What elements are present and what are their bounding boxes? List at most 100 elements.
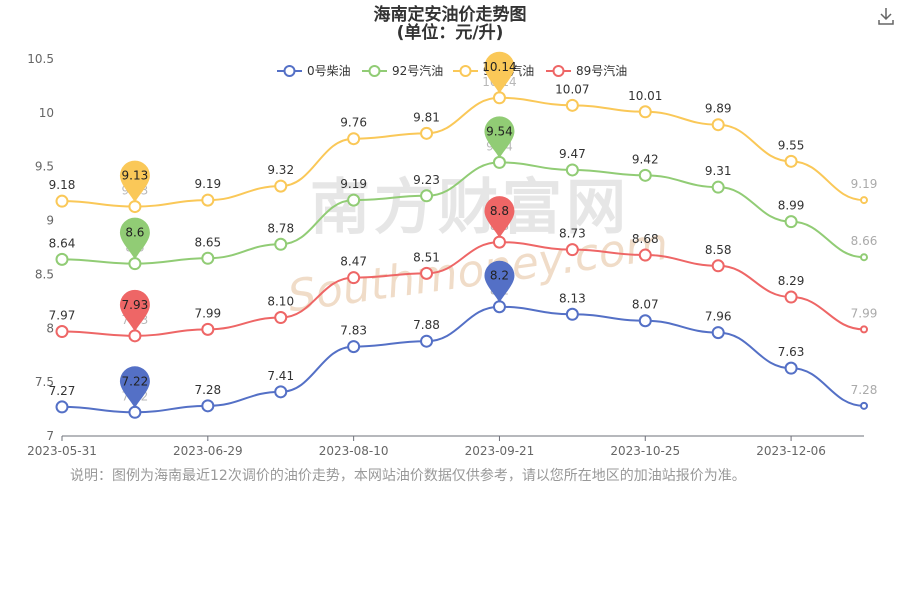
data-label: 8.51 [413, 250, 440, 264]
data-point[interactable] [860, 253, 868, 262]
legend-label: 0号柴油 [307, 64, 351, 78]
data-point[interactable] [784, 154, 798, 168]
data-label: 9.23 [413, 173, 440, 187]
data-point[interactable] [420, 126, 434, 140]
data-point[interactable] [274, 311, 288, 325]
marker-pin[interactable]: 7.22 [119, 366, 150, 409]
marker-pin-label: 7.22 [122, 374, 149, 388]
marker-pin-label: 8.2 [490, 269, 509, 283]
data-point[interactable] [711, 259, 725, 273]
y-tick-label: 9 [46, 214, 54, 228]
legend-marker [459, 65, 472, 77]
data-point[interactable] [784, 361, 798, 375]
data-point[interactable] [638, 248, 652, 262]
data-point[interactable] [128, 257, 142, 271]
data-point[interactable] [55, 252, 69, 266]
data-label: 8.13 [559, 291, 586, 305]
data-point[interactable] [784, 290, 798, 304]
y-tick-label: 7 [46, 429, 54, 443]
x-tick-label: 2023-08-10 [319, 444, 389, 458]
data-point[interactable] [347, 132, 361, 146]
data-point[interactable] [711, 326, 725, 340]
data-point[interactable] [274, 237, 288, 251]
data-point[interactable] [347, 340, 361, 354]
data-point[interactable] [274, 179, 288, 193]
data-label: 7.83 [340, 324, 367, 338]
marker-pin[interactable]: 9.13 [119, 160, 150, 203]
data-point[interactable] [492, 155, 506, 169]
data-point[interactable] [860, 401, 868, 410]
data-label: 9.42 [632, 152, 659, 166]
watermark-cn: 南方财富网 [310, 173, 630, 243]
data-point[interactable] [860, 196, 868, 205]
data-point[interactable] [55, 325, 69, 339]
data-point[interactable] [565, 243, 579, 257]
marker-pin[interactable]: 8.2 [484, 260, 515, 303]
data-label: 8.07 [632, 298, 659, 312]
x-tick-label: 2023-09-21 [465, 444, 535, 458]
data-point[interactable] [565, 307, 579, 321]
legend-marker [552, 65, 565, 77]
marker-pin[interactable]: 7.93 [119, 289, 150, 332]
data-point[interactable] [128, 329, 142, 343]
marker-pin[interactable]: 8.8 [484, 196, 515, 239]
data-point[interactable] [565, 98, 579, 112]
data-point[interactable] [201, 322, 215, 336]
data-label: 8.66 [851, 234, 878, 248]
download-icon[interactable] [877, 6, 895, 26]
data-label: 8.10 [267, 295, 294, 309]
data-point[interactable] [274, 385, 288, 399]
series-line [61, 305, 865, 414]
data-point[interactable] [638, 105, 652, 119]
data-point[interactable] [128, 200, 142, 214]
data-label: 10.07 [555, 82, 589, 96]
legend-item[interactable]: 92号汽油 [362, 63, 443, 78]
data-point[interactable] [128, 405, 142, 419]
data-label: 10.01 [628, 89, 662, 103]
data-point[interactable] [860, 325, 868, 334]
series-3: 7.977.937.998.108.478.518.88.738.688.588… [49, 196, 877, 343]
data-point[interactable] [55, 194, 69, 208]
data-point[interactable] [201, 399, 215, 413]
data-label: 9.19 [194, 177, 221, 191]
data-point[interactable] [55, 400, 69, 414]
chart-subtitle: (单位：元/升) [397, 22, 504, 43]
data-label: 9.76 [340, 116, 367, 130]
data-point[interactable] [784, 215, 798, 229]
data-label: 8.47 [340, 255, 367, 269]
chart-title: 海南定安油价走势图 [374, 4, 527, 25]
data-label: 9.18 [49, 178, 76, 192]
data-point[interactable] [492, 300, 506, 314]
data-label: 9.55 [778, 138, 805, 152]
data-label: 9.89 [705, 102, 732, 116]
data-point[interactable] [492, 91, 506, 105]
data-label: 8.65 [194, 235, 221, 249]
marker-pin[interactable]: 8.6 [119, 217, 150, 260]
data-point[interactable] [565, 163, 579, 177]
data-point[interactable] [201, 193, 215, 207]
marker-pin-shape [484, 116, 515, 159]
marker-pin[interactable]: 10.14 [482, 51, 517, 94]
data-point[interactable] [420, 334, 434, 348]
data-point[interactable] [711, 118, 725, 132]
data-point[interactable] [638, 314, 652, 328]
data-point[interactable] [347, 193, 361, 207]
x-tick-label: 2023-06-29 [173, 444, 243, 458]
data-point[interactable] [492, 235, 506, 249]
data-point[interactable] [347, 271, 361, 285]
data-label: 7.27 [49, 384, 76, 398]
data-point[interactable] [711, 180, 725, 194]
plot-area: 7.27 7.22 7.28 7.41 7.83 7.88 8.2 8.13 8.07 7.96 7… [49, 51, 878, 419]
data-point[interactable] [201, 251, 215, 265]
marker-pin[interactable]: 9.54 [484, 116, 515, 159]
x-tick-label: 2023-05-31 [27, 444, 97, 458]
data-point[interactable] [638, 168, 652, 182]
data-label: 7.28 [851, 383, 878, 397]
data-label: 9.31 [705, 164, 732, 178]
data-label: 8.99 [778, 199, 805, 213]
data-label: 7.41 [267, 369, 294, 383]
data-point[interactable] [420, 266, 434, 280]
legend-item[interactable]: 0号柴油 [277, 64, 351, 78]
data-point[interactable] [420, 189, 434, 203]
legend-item[interactable]: 89号汽油 [546, 63, 627, 78]
